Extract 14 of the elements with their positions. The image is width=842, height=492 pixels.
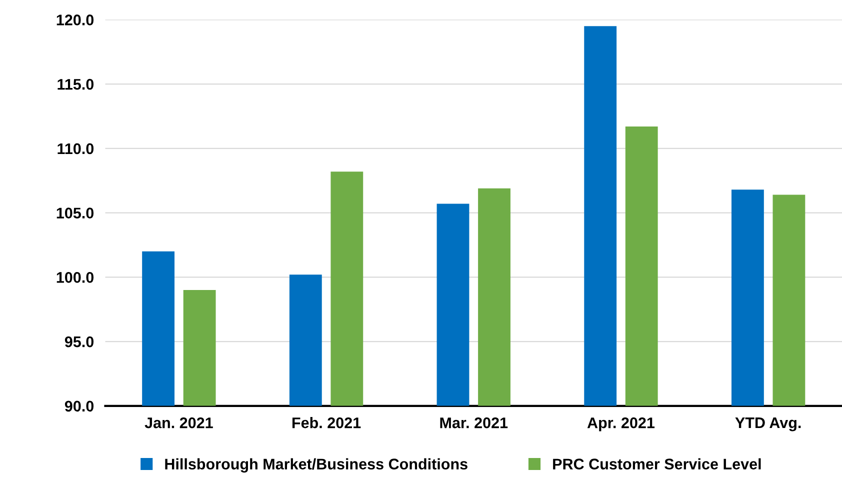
x-tick-label: Jan. 2021 [144, 417, 213, 428]
x-tick-label: Mar. 2021 [440, 417, 508, 428]
y-tick-label: 105.0 [56, 208, 94, 218]
y-tick-label: 90.0 [64, 400, 94, 412]
y-tick-label: 95.0 [64, 336, 94, 348]
y-tick-label: 115.0 [58, 78, 94, 90]
y-tick-label: 110.0 [58, 143, 94, 154]
y-tick-label: 120.0 [56, 14, 94, 26]
legend-label: Hillsborough Market/Business Conditions [165, 458, 468, 473]
legend-label: PRC Customer Service Level [553, 458, 761, 470]
x-tick-label: YTD Avg. [735, 418, 801, 432]
y-tick-label: 100.0 [56, 272, 94, 283]
x-tick-label: Apr. 2021 [587, 417, 655, 432]
x-tick-label: Feb. 2021 [292, 417, 361, 428]
